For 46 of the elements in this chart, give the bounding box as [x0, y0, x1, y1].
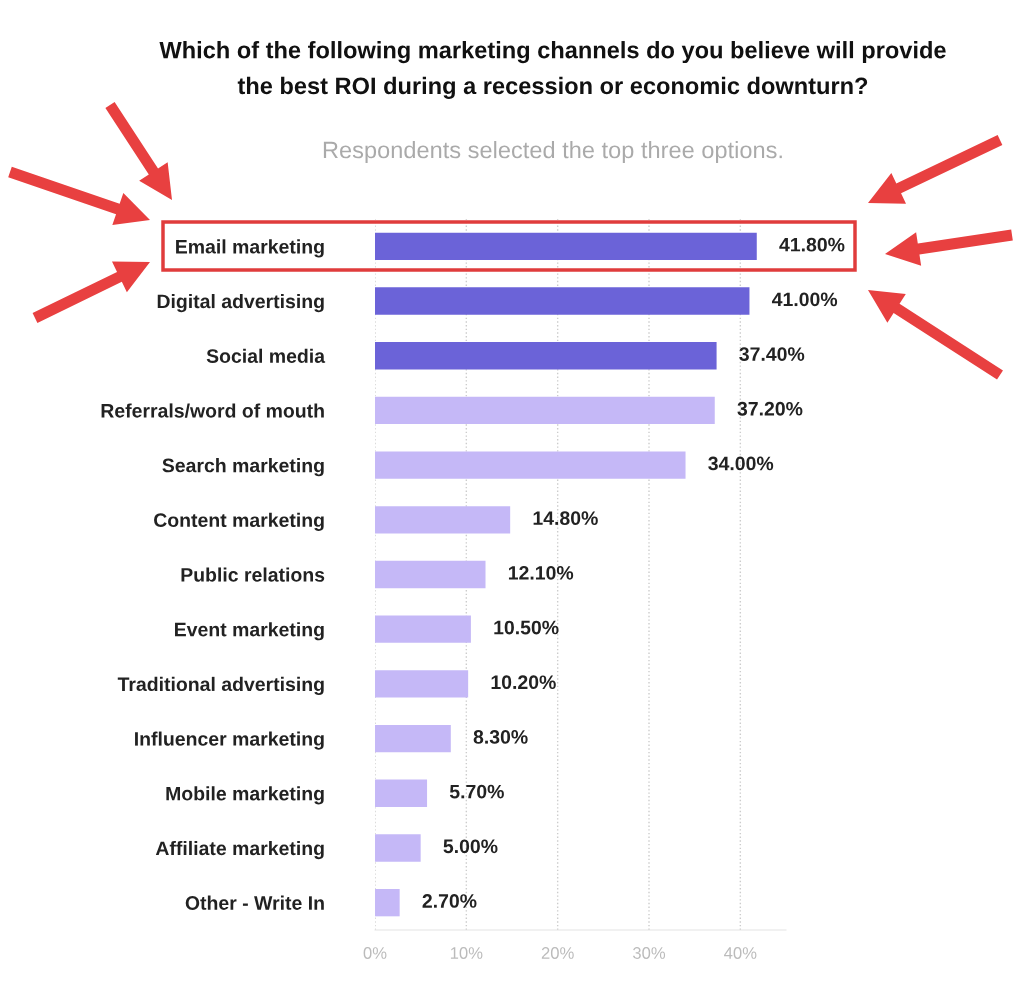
bar [375, 451, 686, 479]
y-tick-label: Social media [206, 348, 326, 363]
data-label: 37.40% [739, 347, 805, 361]
chart-subtitle: Respondents selected the top three options. [323, 141, 782, 164]
bar [375, 670, 469, 698]
y-tick-label: Event marketing [175, 622, 324, 641]
y-tick-label: Public relations [181, 567, 325, 582]
data-label: 37.20% [737, 401, 803, 416]
bar [375, 888, 400, 917]
data-label: 10.20% [491, 675, 556, 690]
bar [375, 287, 750, 315]
data-label: 41.00% [771, 292, 838, 307]
data-label: 34.00% [708, 456, 774, 471]
y-tick-label: Affiliate marketing [155, 840, 324, 860]
x-tick-label: 30% [632, 947, 666, 959]
data-label: 10.50% [494, 620, 559, 635]
y-tick-label: Other - Write In [185, 895, 324, 910]
y-tick-label: Search marketing [162, 458, 324, 477]
data-label: 5.70% [449, 784, 504, 799]
chart-title: Which of the following marketing channels do you believe will provide the best ROI during a recession or economic downturn? [159, 41, 946, 99]
data-label: 41.80% [779, 237, 845, 252]
bar [375, 615, 471, 643]
data-label: 8.30% [473, 730, 528, 744]
data-label: 14.80% [533, 511, 598, 526]
data-label: 5.00% [443, 839, 498, 854]
data-label: 2.70% [422, 894, 477, 908]
bar [375, 396, 715, 425]
data-label: 12.10% [508, 565, 574, 580]
bar [375, 834, 421, 862]
y-tick-label: Digital advertising [157, 293, 324, 313]
bar [375, 724, 451, 753]
x-tick-label: 40% [724, 947, 757, 959]
bar [375, 342, 717, 370]
bar [375, 560, 486, 589]
bar [375, 779, 428, 807]
y-tick-label: Content marketing [154, 512, 324, 531]
x-tick-label: 0% [363, 947, 387, 959]
y-tick-label: Influencer marketing [135, 731, 324, 750]
bar [375, 232, 757, 261]
bar [375, 506, 511, 534]
y-tick-label: Traditional advertising [117, 676, 324, 696]
y-tick-label: Email marketing [176, 239, 324, 258]
x-tick-label: 10% [450, 947, 483, 959]
y-tick-label: Mobile marketing [166, 786, 324, 805]
y-tick-label: Referrals/word of mouth [101, 403, 324, 418]
x-tick-label: 20% [541, 947, 574, 959]
